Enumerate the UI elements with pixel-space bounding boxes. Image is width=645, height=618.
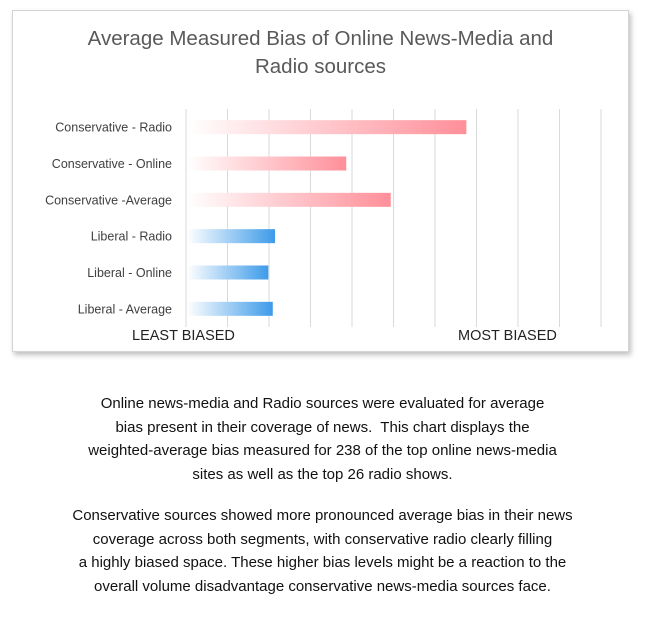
category-label-3: Liberal - Radio [91, 230, 172, 244]
chart-title-line-1: Average Measured Bias of Online News-Med… [87, 27, 554, 50]
caption-1-line-1: Online news-media and Radio sources were… [100, 395, 545, 412]
x-axis-high-label: MOST BIASED [458, 328, 557, 344]
chart-title: Average Measured Bias of Online News-Med… [13, 25, 628, 81]
chart-card: Average Measured Bias of Online News-Med… [12, 10, 629, 352]
caption-paragraph-2: Conservative sources showed more pronoun… [10, 504, 635, 598]
category-label-5: Liberal - Average [78, 302, 172, 316]
caption-2-line-1: Conservative sources showed more pronoun… [72, 507, 573, 524]
caption-2-line-3: a highly biased space. These higher bias… [78, 554, 567, 571]
category-label-0: Conservative - Radio [55, 121, 172, 135]
bar-0 [187, 120, 467, 135]
bar-2 [187, 192, 391, 207]
caption-paragraph-1: Online news-media and Radio sources were… [10, 392, 635, 486]
bar-4 [187, 265, 269, 280]
caption-1-line-2: bias present in their coverage of news. … [115, 418, 530, 436]
caption-1-line-4: sites as well as the top 26 radio shows. [192, 465, 453, 483]
chart-title-line-2: Radio sources [254, 55, 387, 78]
category-label-1: Conservative - Online [52, 157, 172, 171]
bar-1 [187, 156, 347, 171]
category-label-2: Conservative -Average [45, 193, 172, 207]
bar-3 [187, 229, 275, 244]
caption-1-line-3: weighted-average bias measured for 238 o… [88, 442, 557, 459]
bar-chart: Conservative - Radio Conservative - Onlin… [45, 109, 602, 327]
caption-2-line-2: coverage across both segments, with cons… [92, 530, 553, 548]
x-axis-low-label: LEAST BIASED [132, 328, 235, 344]
category-label-4: Liberal - Online [87, 266, 172, 280]
bar-5 [187, 301, 273, 316]
caption-2-line-4: overall volume disadvantage conservative… [94, 577, 551, 595]
